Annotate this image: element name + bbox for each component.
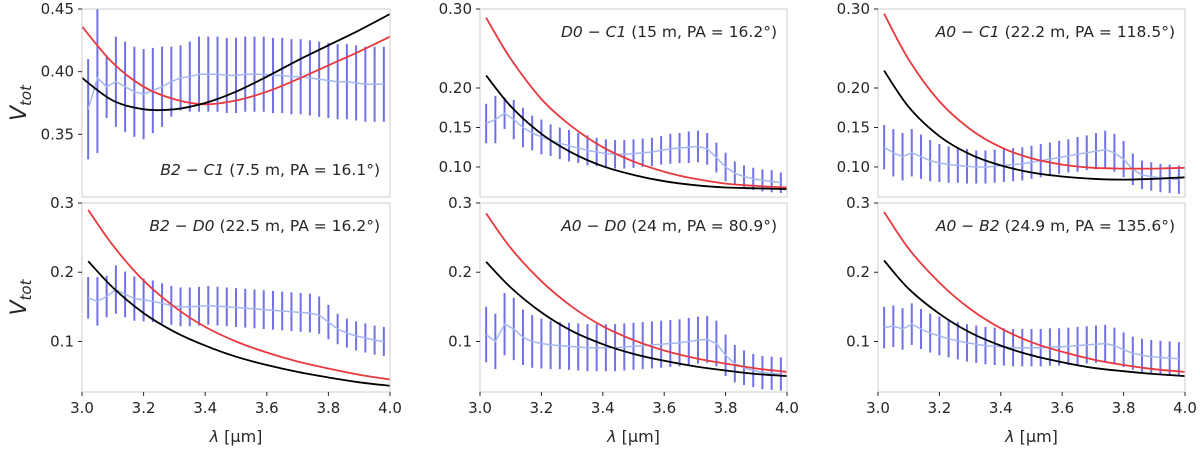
x-tick-label: 3.2 [132, 399, 156, 417]
y-tick-label: 0.30 [439, 0, 472, 18]
model-red-curve [883, 13, 1185, 170]
x-tick-label: 3.0 [468, 399, 492, 417]
axes-frame [479, 202, 788, 393]
x-tick-label: 3.4 [989, 399, 1013, 417]
data-series-line [485, 323, 781, 375]
y-axis-label: Vtot [7, 84, 35, 121]
x-tick-label: 4.0 [775, 399, 799, 417]
plot-area [485, 212, 787, 391]
y-tick-label: 0.1 [448, 332, 472, 350]
data-series-line [87, 73, 384, 110]
y-axis-label: Vtot [7, 278, 35, 315]
y-tick-label: 0.1 [50, 332, 74, 350]
panels-group: 0.35 0.40 0.45 Vtot B2 − C1 (7.5 m, PA = 16.… [7, 0, 1197, 446]
y-tick-label: 0.2 [448, 263, 472, 281]
x-tick-label: 3.6 [652, 399, 676, 417]
y-tick-label: 0.3 [50, 194, 74, 212]
x-tick-label: 3.0 [866, 399, 890, 417]
axes-frame [877, 202, 1186, 393]
model-red-curve [485, 17, 787, 189]
model-red-curve [87, 209, 390, 381]
y-tick-label: 0.2 [846, 263, 870, 281]
model-black-curve [883, 259, 1185, 377]
y-tick-label: 0.3 [448, 194, 472, 212]
axes-frame [81, 8, 391, 198]
y-tick-label: 0.2 [50, 263, 74, 281]
plot-area [485, 17, 787, 194]
plot-area [87, 209, 390, 387]
chart-panel-6: 0.1 0.2 0.3 3.0 3.2 3.4 3.6 3.8 4.0 λ [μm] A0 − B2… [846, 194, 1197, 446]
data-series-line [485, 112, 782, 184]
plot-area [883, 13, 1185, 194]
chart-panel-2: 0.10 0.15 0.20 0.30 D0 − C1 (15 m, PA = 16.2… [439, 0, 788, 198]
panel-label: A0 − B2 (24.9 m, PA = 135.6°) [935, 217, 1175, 235]
x-tick-label: 3.8 [1112, 399, 1136, 417]
model-black-curve [82, 13, 390, 112]
panel-label: B2 − D0 (22.5 m, PA = 16.2°) [149, 217, 380, 235]
y-tick-label: 0.30 [837, 0, 870, 18]
y-tick-label: 0.35 [41, 125, 74, 143]
model-red-curve [82, 25, 390, 106]
plot-area [883, 211, 1185, 377]
x-tick-label: 3.2 [529, 399, 553, 417]
model-black-curve [485, 261, 787, 377]
model-black-curve [485, 74, 787, 190]
data-series-line [883, 146, 1179, 181]
x-tick-label: 3.4 [193, 399, 217, 417]
x-tick-label: 3.4 [591, 399, 615, 417]
y-tick-label: 0.10 [837, 158, 870, 176]
model-black-curve [87, 260, 390, 387]
x-tick-label: 3.8 [714, 399, 738, 417]
model-black-curve [883, 70, 1185, 181]
panel-label: A0 − C1 (22.2 m, PA = 118.5°) [935, 23, 1175, 41]
panel-label: A0 − D0 (24 m, PA = 80.9°) [560, 217, 777, 235]
axes-frame [877, 8, 1186, 198]
chart-panel-1: 0.35 0.40 0.45 Vtot B2 − C1 (7.5 m, PA = 16.… [7, 0, 391, 198]
x-tick-label: 3.6 [1050, 399, 1074, 417]
axes-frame [81, 202, 391, 393]
axes-frame [479, 8, 788, 198]
chart-panel-3: 0.10 0.15 0.20 0.30 A0 − C1 (22.2 m, PA = 11… [837, 0, 1186, 198]
y-tick-label: 0.15 [837, 118, 870, 136]
x-axis-label: λ [μm] [606, 427, 660, 446]
y-tick-label: 0.20 [837, 79, 870, 97]
y-tick-label: 0.40 [41, 63, 74, 81]
x-tick-label: 3.8 [316, 399, 340, 417]
x-tick-label: 4.0 [378, 399, 402, 417]
y-tick-label: 0.3 [846, 194, 870, 212]
model-red-curve [883, 211, 1185, 373]
x-tick-label: 3.6 [255, 399, 279, 417]
x-axis-label: λ [μm] [1004, 427, 1058, 446]
y-tick-label: 0.20 [439, 79, 472, 97]
plot-area [82, 9, 390, 160]
panel-label: D0 − C1 (15 m, PA = 16.2°) [561, 23, 777, 41]
x-tick-label: 3.2 [927, 399, 951, 417]
y-tick-label: 0.15 [439, 118, 472, 136]
y-tick-label: 0.45 [41, 0, 74, 18]
y-tick-label: 0.10 [439, 158, 472, 176]
y-tick-label: 0.1 [846, 332, 870, 350]
x-axis-label: λ [μm] [209, 427, 263, 446]
model-red-curve [485, 212, 787, 373]
x-tick-label: 4.0 [1173, 399, 1197, 417]
chart-panel-4: 0.1 0.2 0.3 3.0 3.2 3.4 3.6 3.8 4.0 λ [μm] Vtot B2 … [7, 194, 402, 446]
data-series-line [883, 323, 1179, 360]
chart-panel-5: 0.1 0.2 0.3 3.0 3.2 3.4 3.6 3.8 4.0 λ [μm] A0 − D0… [448, 194, 799, 446]
panel-label: B2 − C1 (7.5 m, PA = 16.1°) [160, 161, 380, 179]
data-series-line [87, 288, 384, 343]
x-tick-label: 3.0 [70, 399, 94, 417]
